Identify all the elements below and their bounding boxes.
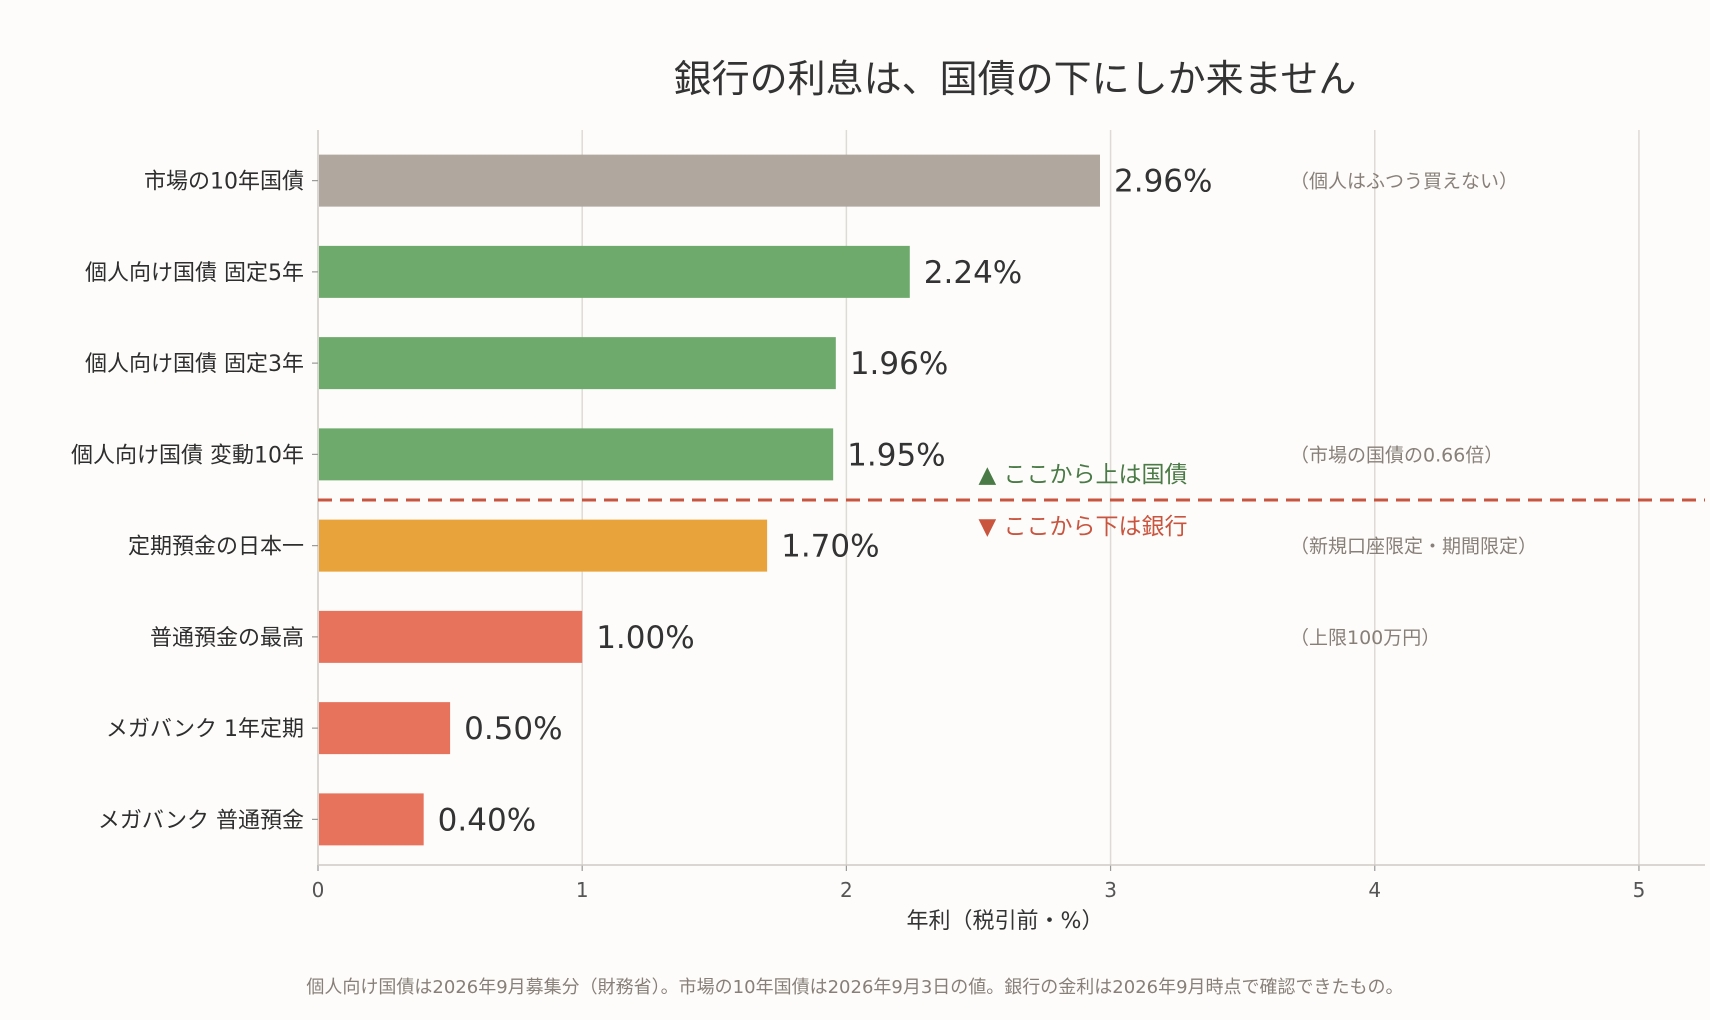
category-label-0: 市場の10年国債 bbox=[144, 170, 304, 195]
category-label-6: メガバンク 1年定期 bbox=[106, 717, 304, 742]
separator: ▲ ここから上は国債 ▼ ここから下は銀行 bbox=[318, 462, 1705, 540]
note-0: （個人はふつう買えない） bbox=[1290, 171, 1518, 193]
separator-above-label: ▲ ここから上は国債 bbox=[978, 462, 1187, 488]
note-3: （上限100万円） bbox=[1290, 627, 1440, 649]
category-label-1: 個人向け国債 固定5年 bbox=[85, 261, 304, 286]
value-label-1: 2.24% bbox=[924, 255, 1022, 291]
category-label-5: 普通預金の最高 bbox=[150, 626, 304, 651]
value-label-3: 1.95% bbox=[847, 437, 945, 473]
category-label-2: 個人向け国債 固定3年 bbox=[85, 352, 304, 377]
bar-1 bbox=[319, 245, 910, 298]
footer-note: 個人向け国債は2026年9月募集分（財務省）。市場の10年国債は2026年9月3… bbox=[306, 977, 1403, 998]
bar-6 bbox=[319, 702, 451, 755]
bar-4 bbox=[319, 519, 768, 572]
value-label-5: 1.00% bbox=[596, 620, 694, 656]
note-1: （市場の国債の0.66倍） bbox=[1290, 444, 1503, 466]
notes: （個人はふつう買えない） （市場の国債の0.66倍） （新規口座限定・期間限定） （上… bbox=[1290, 171, 1537, 649]
gridlines bbox=[581, 130, 1640, 865]
value-label-6: 0.50% bbox=[464, 711, 562, 747]
x-tick-label-0: 0 bbox=[312, 878, 325, 902]
x-axis-label: 年利（税引前・%） bbox=[907, 909, 1104, 934]
x-tick-label-2: 2 bbox=[840, 878, 853, 902]
category-label-3: 個人向け国債 変動10年 bbox=[71, 443, 304, 468]
bar-3 bbox=[319, 428, 834, 481]
category-label-7: メガバンク 普通預金 bbox=[98, 808, 304, 833]
x-tick-label-3: 3 bbox=[1104, 878, 1117, 902]
x-tick-label-4: 4 bbox=[1368, 878, 1381, 902]
bar-7 bbox=[319, 793, 424, 846]
bar-2 bbox=[319, 337, 836, 390]
bar-0 bbox=[319, 154, 1101, 207]
value-label-0: 2.96% bbox=[1114, 164, 1212, 200]
value-label-4: 1.70% bbox=[781, 529, 879, 565]
chart-title: 銀行の利息は、国債の下にしか来ません bbox=[674, 57, 1357, 101]
value-label-7: 0.40% bbox=[438, 802, 536, 838]
value-label-2: 1.96% bbox=[850, 346, 948, 382]
x-tick-label-1: 1 bbox=[576, 878, 589, 902]
separator-below-label: ▼ ここから下は銀行 bbox=[978, 514, 1187, 540]
x-axis: 0 1 2 3 4 5 bbox=[312, 130, 1705, 902]
x-tick-label-5: 5 bbox=[1633, 878, 1646, 902]
bar-5 bbox=[319, 610, 583, 663]
note-2: （新規口座限定・期間限定） bbox=[1290, 536, 1537, 558]
value-labels: 2.96% 2.24% 1.96% 1.95% 1.70% 1.00% 0.50% 0.40% bbox=[438, 164, 1213, 839]
category-label-4: 定期預金の日本一 bbox=[128, 535, 304, 560]
bars bbox=[319, 154, 1101, 846]
